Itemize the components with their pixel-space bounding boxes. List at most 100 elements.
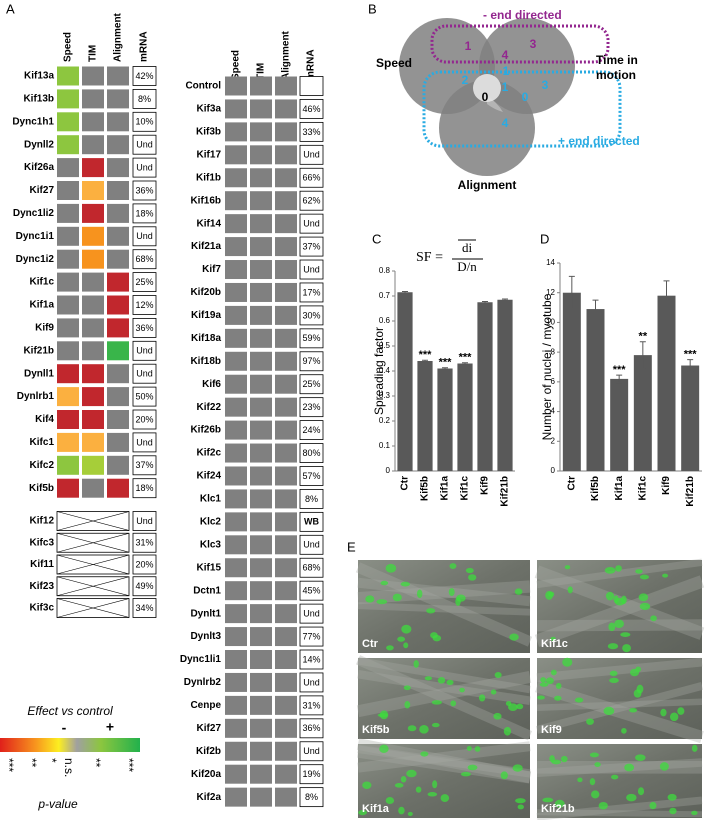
- effect-cell: [82, 387, 104, 407]
- mrna-value: 8%: [305, 792, 318, 802]
- effect-cell: [250, 282, 272, 302]
- significance-label: **: [89, 758, 103, 768]
- mrna-value: 8%: [305, 494, 318, 504]
- nucleus: [400, 776, 407, 783]
- mrna-value: 14%: [302, 654, 320, 664]
- mrna-box: [299, 603, 324, 624]
- effect-cell: [225, 581, 247, 601]
- mrna-value: Und: [303, 677, 320, 687]
- effect-cell: [82, 181, 104, 200]
- gene-label: Kif27: [197, 723, 222, 734]
- nucleus: [407, 811, 413, 816]
- cross: [56, 532, 130, 553]
- gene-label: Kif12: [30, 516, 55, 527]
- mrna-value: 18%: [135, 483, 153, 493]
- nucleus: [545, 677, 554, 685]
- nucleus: [615, 565, 622, 572]
- mrna-value: Und: [136, 437, 153, 447]
- mrna-value: Und: [303, 150, 320, 160]
- mrna-value: Und: [303, 540, 320, 550]
- effect-cell: [275, 374, 297, 394]
- effect-cell: [225, 466, 247, 486]
- effect-cell: [250, 672, 272, 692]
- effect-cell: [275, 672, 297, 692]
- venn-count: 3: [542, 78, 549, 92]
- nucleus: [467, 764, 478, 771]
- x-tick-label: Kif1c: [460, 476, 471, 501]
- nucleus: [649, 801, 657, 810]
- effect-cell: [250, 168, 272, 188]
- effect-cell: [225, 672, 247, 692]
- nucleus: [564, 565, 571, 570]
- mrna-box: [299, 397, 324, 418]
- gene-label: Dynlt3: [190, 631, 221, 642]
- mrna-value: 20%: [135, 559, 153, 569]
- nucleus: [611, 774, 619, 780]
- gene-label: Kif4: [35, 414, 54, 425]
- nucleus: [607, 643, 619, 650]
- mrna-value: 12%: [135, 300, 153, 310]
- mrna-box: [132, 180, 157, 201]
- significance: ***: [459, 352, 473, 364]
- effect-cell: [275, 695, 297, 715]
- y-tick-label: 0.7: [379, 291, 391, 300]
- effect-cell: [107, 272, 129, 292]
- y-axis-label: Spreading factor: [372, 327, 386, 415]
- bar: [437, 368, 453, 471]
- nucleus: [394, 783, 404, 788]
- bar: [477, 302, 493, 471]
- nucleus: [419, 725, 429, 734]
- effect-cell: [250, 627, 272, 647]
- effect-cell: [82, 364, 104, 384]
- effect-cell: [57, 455, 79, 475]
- gene-label: Dync1li2: [13, 208, 55, 219]
- panel-label: B: [368, 1, 377, 16]
- mrna-box: [132, 478, 157, 499]
- myotube: [357, 657, 531, 694]
- y-tick-label: 6: [551, 377, 556, 386]
- effect-cell: [107, 135, 129, 155]
- venn-count: 3: [530, 37, 537, 51]
- effect-cell: [250, 535, 272, 555]
- mrna-box: [299, 374, 324, 395]
- nucleus: [516, 703, 524, 710]
- effect-cell: [57, 295, 79, 315]
- mrna-box: [299, 649, 324, 670]
- effect-cell: [82, 341, 104, 361]
- nucleus: [466, 746, 472, 751]
- nucleus: [598, 801, 608, 810]
- effect-cell: [250, 650, 272, 669]
- mrna-box: [132, 226, 157, 247]
- y-tick-label: 8: [551, 347, 556, 356]
- effect-cell: [57, 89, 79, 109]
- mrna-value: Und: [303, 264, 320, 274]
- error-bar: [687, 359, 694, 372]
- error-bar: [442, 367, 448, 370]
- myotube: [534, 575, 705, 647]
- effect-cell: [275, 604, 297, 624]
- gene-label: Dynll1: [24, 368, 54, 379]
- set-label: Speed: [376, 56, 412, 70]
- mrna-box: [132, 249, 157, 270]
- bar: [657, 295, 676, 471]
- bar: [417, 361, 433, 471]
- gene-label: Kif6: [202, 379, 221, 390]
- nucleus: [537, 695, 545, 700]
- nucleus: [691, 744, 698, 752]
- mrna-value: 33%: [302, 127, 320, 137]
- nucleus: [358, 809, 367, 816]
- effect-cell: [107, 226, 129, 246]
- effect-cell: [275, 650, 297, 669]
- effect-cell: [225, 695, 247, 715]
- effect-cell: [225, 443, 247, 463]
- effect-cell: [250, 328, 272, 348]
- effect-cell: [225, 787, 247, 807]
- nucleus: [637, 787, 645, 796]
- image-label: Kif21b: [541, 803, 575, 815]
- significance-label: ***: [2, 758, 16, 772]
- mrna-box: [299, 305, 324, 326]
- nucleus: [450, 700, 457, 707]
- effect-cell: [57, 158, 79, 178]
- gene-label: Klc2: [200, 517, 222, 528]
- mrna-box: [132, 157, 157, 178]
